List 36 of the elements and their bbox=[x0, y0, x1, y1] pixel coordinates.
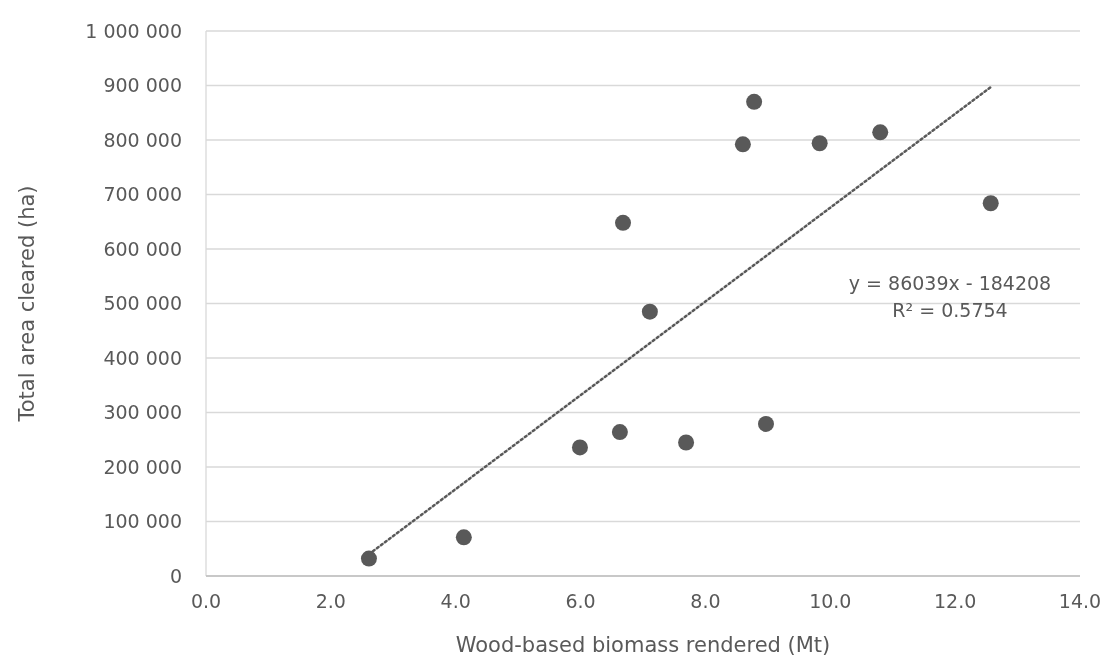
x-tick-label: 8.0 bbox=[690, 590, 721, 612]
y-axis-title: Total area cleared (ha) bbox=[15, 185, 39, 423]
y-tick-label: 700 000 bbox=[103, 183, 182, 206]
annotation: y = 86039x - 184208 bbox=[848, 272, 1052, 294]
point bbox=[811, 135, 828, 152]
x-tick-label: 14.0 bbox=[1058, 590, 1102, 612]
x-tick-label: 12.0 bbox=[933, 590, 977, 612]
point bbox=[757, 415, 774, 432]
point bbox=[641, 303, 658, 320]
point bbox=[615, 214, 632, 231]
point bbox=[678, 434, 695, 451]
point bbox=[455, 529, 472, 546]
x-axis-title: Wood-based biomass rendered (Mt) bbox=[455, 633, 831, 657]
y-tick-label: 1 000 000 bbox=[85, 19, 182, 42]
x-tick-label: 0.0 bbox=[190, 590, 222, 612]
point bbox=[571, 439, 588, 456]
y-tick-label: 800 000 bbox=[103, 128, 182, 151]
y-tick-label: 500 000 bbox=[103, 292, 182, 315]
x-tick-label: 6.0 bbox=[565, 590, 596, 612]
point bbox=[611, 424, 628, 441]
y-tick-label: 200 000 bbox=[103, 455, 182, 478]
annotation: R² = 0.5754 bbox=[892, 299, 1008, 321]
y-tick-label: 600 000 bbox=[103, 237, 182, 260]
x-tick-label: 10.0 bbox=[809, 590, 852, 612]
y-tick-label: 0 bbox=[169, 564, 182, 587]
point bbox=[360, 550, 377, 567]
y-tick-label: 400 000 bbox=[103, 346, 182, 369]
x-tick-label: 2.0 bbox=[315, 590, 346, 612]
point bbox=[734, 136, 751, 153]
point bbox=[746, 93, 763, 110]
y-tick-label: 300 000 bbox=[103, 401, 182, 424]
y-tick-label: 100 000 bbox=[103, 510, 182, 533]
point bbox=[872, 124, 889, 141]
x-tick-label: 4.0 bbox=[440, 590, 471, 612]
point bbox=[982, 195, 999, 212]
y-tick-label: 900 000 bbox=[103, 74, 182, 97]
